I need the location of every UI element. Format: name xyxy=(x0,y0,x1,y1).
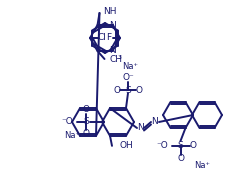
Text: O: O xyxy=(82,106,89,114)
Text: O: O xyxy=(114,86,120,95)
Text: OH: OH xyxy=(119,141,133,150)
Text: Na⁺: Na⁺ xyxy=(64,132,80,140)
Text: O⁻: O⁻ xyxy=(122,73,134,82)
Text: Na⁺: Na⁺ xyxy=(122,62,138,71)
Text: N: N xyxy=(109,21,116,29)
Text: S: S xyxy=(83,118,89,126)
Text: CH: CH xyxy=(109,55,122,64)
Text: N: N xyxy=(137,124,143,133)
Text: ⁻O: ⁻O xyxy=(61,118,73,126)
Text: Na⁺: Na⁺ xyxy=(194,161,210,171)
Text: Cl: Cl xyxy=(98,34,107,42)
Text: O: O xyxy=(177,154,184,164)
Text: S: S xyxy=(125,86,131,95)
Text: N: N xyxy=(109,47,116,55)
Text: N: N xyxy=(152,118,158,126)
Text: ⁻O: ⁻O xyxy=(157,141,168,151)
Text: S: S xyxy=(178,141,183,151)
Text: O: O xyxy=(82,130,89,139)
Text: O: O xyxy=(135,86,142,95)
Text: NH: NH xyxy=(103,7,117,16)
Text: F: F xyxy=(107,34,112,42)
Text: 3: 3 xyxy=(118,55,121,61)
Text: O: O xyxy=(189,141,196,151)
